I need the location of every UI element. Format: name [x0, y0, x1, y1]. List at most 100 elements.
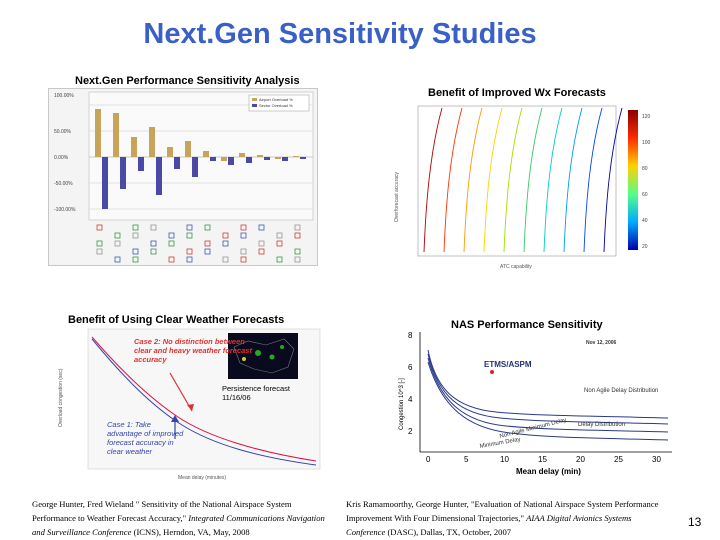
- page-number: 13: [688, 515, 702, 529]
- factor-checkbox: [222, 240, 229, 247]
- y-tick: 4: [408, 395, 413, 404]
- x-tick: 15: [538, 455, 547, 464]
- sector-overload-bar: [156, 157, 162, 195]
- wx-chart-svg: Overforecast accuracy ATC capability 120…: [394, 105, 651, 270]
- performance-bars: [95, 109, 306, 209]
- nas-date: Nov 12, 2006: [586, 340, 617, 346]
- contour-line: [503, 107, 523, 253]
- factor-checkbox: [168, 256, 175, 263]
- nas-chart-svg: 8 6 4 2 Congestion 10^3 [-] 0 5 10 15 20…: [399, 331, 672, 476]
- factor-checkbox: [294, 256, 301, 263]
- airport-overload-bar: [275, 157, 281, 159]
- slide-title: Next.Gen Sensitivity Studies: [143, 18, 537, 50]
- performance-legend: [248, 94, 310, 112]
- case2-annotation: Case 2: No distinction between clear and…: [134, 337, 252, 364]
- reference-left-venue: Integrated Communications Navigation and…: [32, 513, 325, 537]
- factor-checkbox: [204, 248, 211, 255]
- airport-overload-bar: [149, 127, 155, 157]
- y-tick-label: 100.00%: [54, 93, 74, 99]
- factor-checkbox: [114, 232, 121, 239]
- factor-checkbox: [240, 232, 247, 239]
- sector-overload-bar: [246, 157, 252, 163]
- reference-left: George Hunter, Fred Wieland " Sensitivit…: [32, 497, 332, 539]
- sector-overload-bar: [210, 157, 216, 161]
- legend-swatch-airport: [252, 98, 257, 101]
- factor-checkbox: [132, 224, 139, 231]
- factor-checkbox: [114, 240, 121, 247]
- nas-panel-title: NAS Performance Sensitivity: [451, 319, 603, 331]
- wx-contour-lines: [423, 107, 623, 253]
- y-tick-label: 0.00%: [54, 155, 69, 161]
- factor-checkbox: [96, 240, 103, 247]
- storm-cell: [280, 345, 284, 349]
- factor-checkbox: [150, 224, 157, 231]
- factor-checkbox: [96, 248, 103, 255]
- airport-overload-bar: [221, 157, 227, 161]
- airport-overload-bar: [293, 156, 299, 157]
- sector-overload-bar: [174, 157, 180, 169]
- clear-panel-title: Benefit of Using Clear Weather Forecasts: [68, 314, 285, 326]
- clear-chart-svg: Overload congestion (sec) Mean delay (mi…: [58, 328, 321, 481]
- x-tick: 0: [426, 455, 431, 464]
- y-tick: 6: [408, 363, 413, 372]
- contour-line: [423, 107, 443, 253]
- case2-arrow: [169, 372, 193, 412]
- colorbar-tick: 60: [642, 192, 648, 198]
- performance-chart-svg: 100.00% 50.00% 0.00% -50.00% -100.00% Ai…: [54, 91, 314, 263]
- reference-right-venue: AIAA Digital Avionics Systems Conference: [346, 513, 632, 537]
- nas-y-label: Congestion 10^3 [-]: [399, 378, 405, 430]
- factor-checkbox: [96, 224, 103, 231]
- airport-overload-bar: [131, 137, 137, 157]
- factor-checkbox: [114, 256, 121, 263]
- label-etms: ETMS/ASPM: [484, 360, 532, 369]
- airport-overload-bar: [95, 109, 101, 157]
- colorbar-tick: 80: [642, 166, 648, 172]
- factor-checkbox: [294, 224, 301, 231]
- sector-overload-bar: [264, 157, 270, 160]
- case1-annotation: Case 1: Take advantage of improved forec…: [107, 420, 184, 456]
- factor-checkbox: [168, 232, 175, 239]
- x-tick: 5: [464, 455, 469, 464]
- airport-overload-bar: [257, 155, 263, 157]
- sector-overload-bar: [138, 157, 144, 171]
- clear-y-label: Overload congestion (sec): [58, 368, 64, 427]
- y-tick: 2: [408, 427, 413, 436]
- factor-checkbox: [132, 248, 139, 255]
- wx-colorbar: [628, 110, 638, 250]
- case1-curve: [91, 338, 317, 466]
- contour-line: [583, 107, 603, 253]
- airport-overload-bar: [239, 153, 245, 157]
- legend-swatch-sector: [252, 104, 257, 107]
- airport-overload-bar: [185, 141, 191, 157]
- x-tick: 25: [614, 455, 623, 464]
- reference-right-text: Kris Ramamoorthy, George Hunter, "Evalua…: [346, 499, 659, 523]
- factor-checkbox: [240, 256, 247, 263]
- factor-checkbox: [132, 256, 139, 263]
- colorbar-tick: 120: [642, 114, 651, 120]
- factor-checkbox: [276, 256, 283, 263]
- storm-cell: [269, 354, 275, 360]
- case2-curve: [91, 336, 317, 462]
- reference-left-tail: (ICNS), Herndon, VA, May, 2008: [131, 527, 250, 537]
- factor-checkbox: [258, 248, 265, 255]
- factor-checkbox: [132, 232, 139, 239]
- factor-checkbox: [204, 240, 211, 247]
- wx-panel-title: Benefit of Improved Wx Forecasts: [428, 87, 606, 99]
- wx-y-label: Overforecast accuracy: [394, 171, 400, 222]
- contour-line: [523, 107, 543, 253]
- performance-factor-grid: [96, 224, 301, 263]
- persistence-annotation: Persistence forecast 11/16/06: [222, 384, 290, 402]
- sector-overload-bar: [192, 157, 198, 177]
- label-delay-dist: Delay Distribution: [578, 422, 625, 428]
- reference-left-text: George Hunter, Fred Wieland " Sensitivit…: [32, 499, 292, 523]
- y-tick: 8: [408, 331, 413, 340]
- y-tick-label: -50.00%: [54, 181, 73, 187]
- legend-sector: Sector Overload %: [259, 103, 293, 108]
- case1-arrowhead: [171, 415, 179, 422]
- case2-arrowhead: [187, 404, 194, 411]
- contour-line: [483, 107, 503, 253]
- nas-curve: [427, 349, 669, 419]
- factor-checkbox: [150, 248, 157, 255]
- sector-overload-bar: [282, 157, 288, 161]
- airport-overload-bar: [113, 113, 119, 157]
